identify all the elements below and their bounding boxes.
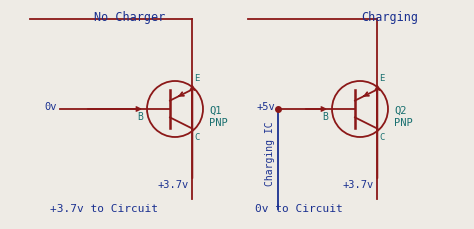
Text: E: E [194,74,200,83]
Text: +3.7v to Circuit: +3.7v to Circuit [50,204,158,214]
Text: Charging IC: Charging IC [265,122,275,186]
Text: PNP: PNP [209,118,228,128]
Text: C: C [194,133,200,142]
Text: No Charger: No Charger [94,11,165,24]
Text: B: B [322,112,328,122]
Text: PNP: PNP [394,118,413,128]
Text: Q1: Q1 [209,106,221,116]
Text: Charging: Charging [362,11,419,24]
Text: 0v: 0v [45,102,57,112]
Text: B: B [137,112,143,122]
Text: E: E [379,74,385,83]
Text: 0v to Circuit: 0v to Circuit [255,204,343,214]
Text: C: C [379,133,385,142]
Text: +3.7v: +3.7v [157,180,188,190]
Text: +3.7v: +3.7v [342,180,374,190]
Text: Q2: Q2 [394,106,407,116]
Text: +5v: +5v [256,102,275,112]
